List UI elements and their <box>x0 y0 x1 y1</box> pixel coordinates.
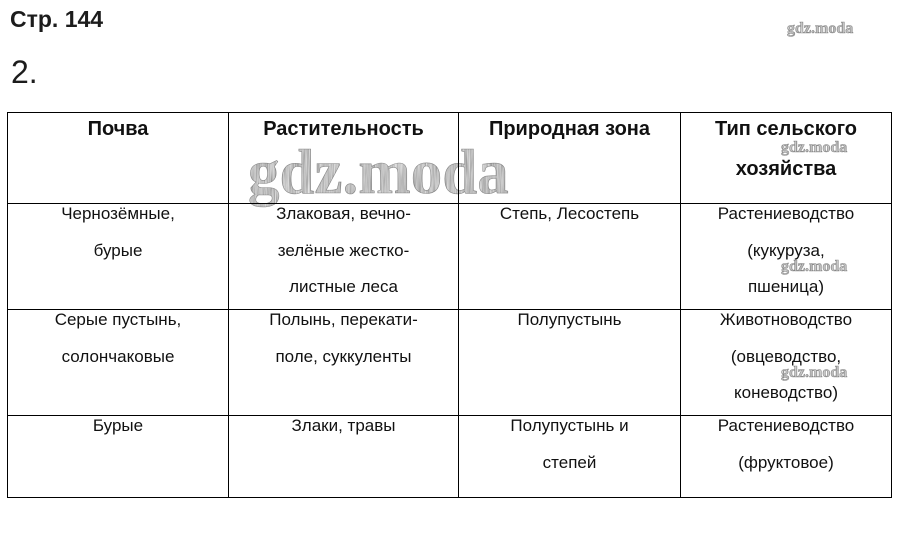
svg-text:gdz.moda: gdz.moda <box>787 20 853 37</box>
svg-text:gdz.moda: gdz.moda <box>787 20 853 37</box>
